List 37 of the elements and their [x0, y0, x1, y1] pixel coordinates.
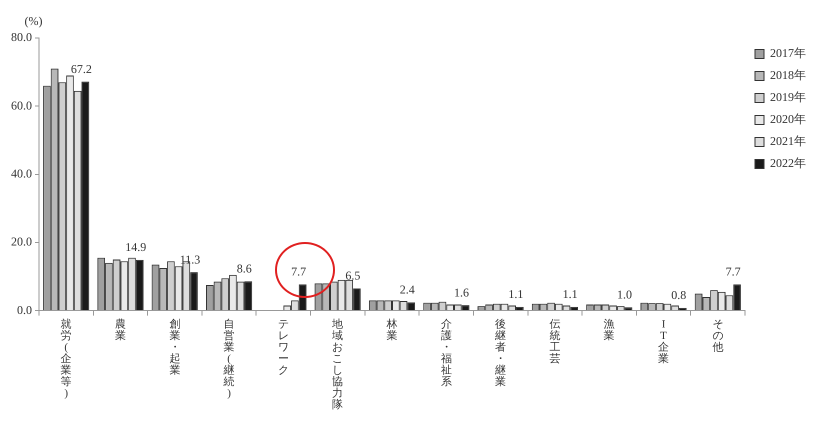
- x-tick-label: 介護・福祉系: [440, 318, 452, 388]
- data-label: 1.1: [508, 287, 524, 302]
- y-tick-label: 80.0: [11, 30, 32, 44]
- y-tick-label: 40.0: [11, 166, 32, 180]
- x-tick-label: 伝統工芸: [549, 318, 560, 365]
- data-label: 0.8: [671, 288, 686, 302]
- data-label: 1.0: [616, 287, 632, 302]
- legend-label: 2021年: [770, 134, 806, 148]
- x-tick-label: 農業: [114, 317, 126, 342]
- data-label: 67.2: [70, 62, 92, 76]
- legend-label: 2018年: [770, 68, 806, 82]
- y-tick-label: 0.0: [17, 302, 32, 317]
- x-tick-label: 後継者・継業: [494, 318, 506, 388]
- data-label: 7.7: [726, 264, 741, 279]
- x-tick-label: 自営業(継続): [222, 318, 235, 400]
- legend-label: 2017年: [770, 46, 806, 60]
- x-tick-label: 漁業: [604, 318, 615, 342]
- data-label: 1.6: [454, 285, 470, 300]
- x-tick-label: テレワーク: [278, 318, 289, 376]
- y-axis-title: (%): [24, 14, 42, 28]
- x-tick-label: 創業・起業: [169, 318, 180, 376]
- data-label: 6.5: [345, 268, 360, 283]
- x-tick-label: 林業: [386, 317, 398, 342]
- data-label: 8.6: [236, 261, 252, 276]
- x-tick-label: 就労(企業等): [60, 317, 72, 400]
- x-tick-label: 地域おこし協力隊: [331, 317, 344, 412]
- x-tick-label: その他: [712, 318, 724, 354]
- data-label: 2.4: [400, 282, 415, 297]
- y-tick-label: 60.0: [11, 98, 32, 112]
- data-label: 14.9: [125, 240, 146, 254]
- data-label: 1.1: [562, 287, 578, 302]
- x-tick-label: IT企業: [658, 318, 670, 365]
- legend-label: 2020年: [770, 112, 806, 126]
- y-tick-label: 20.0: [11, 234, 32, 249]
- data-label: 7.7: [291, 264, 306, 279]
- legend-label: 2022年: [770, 156, 806, 170]
- legend-label: 2019年: [770, 90, 806, 104]
